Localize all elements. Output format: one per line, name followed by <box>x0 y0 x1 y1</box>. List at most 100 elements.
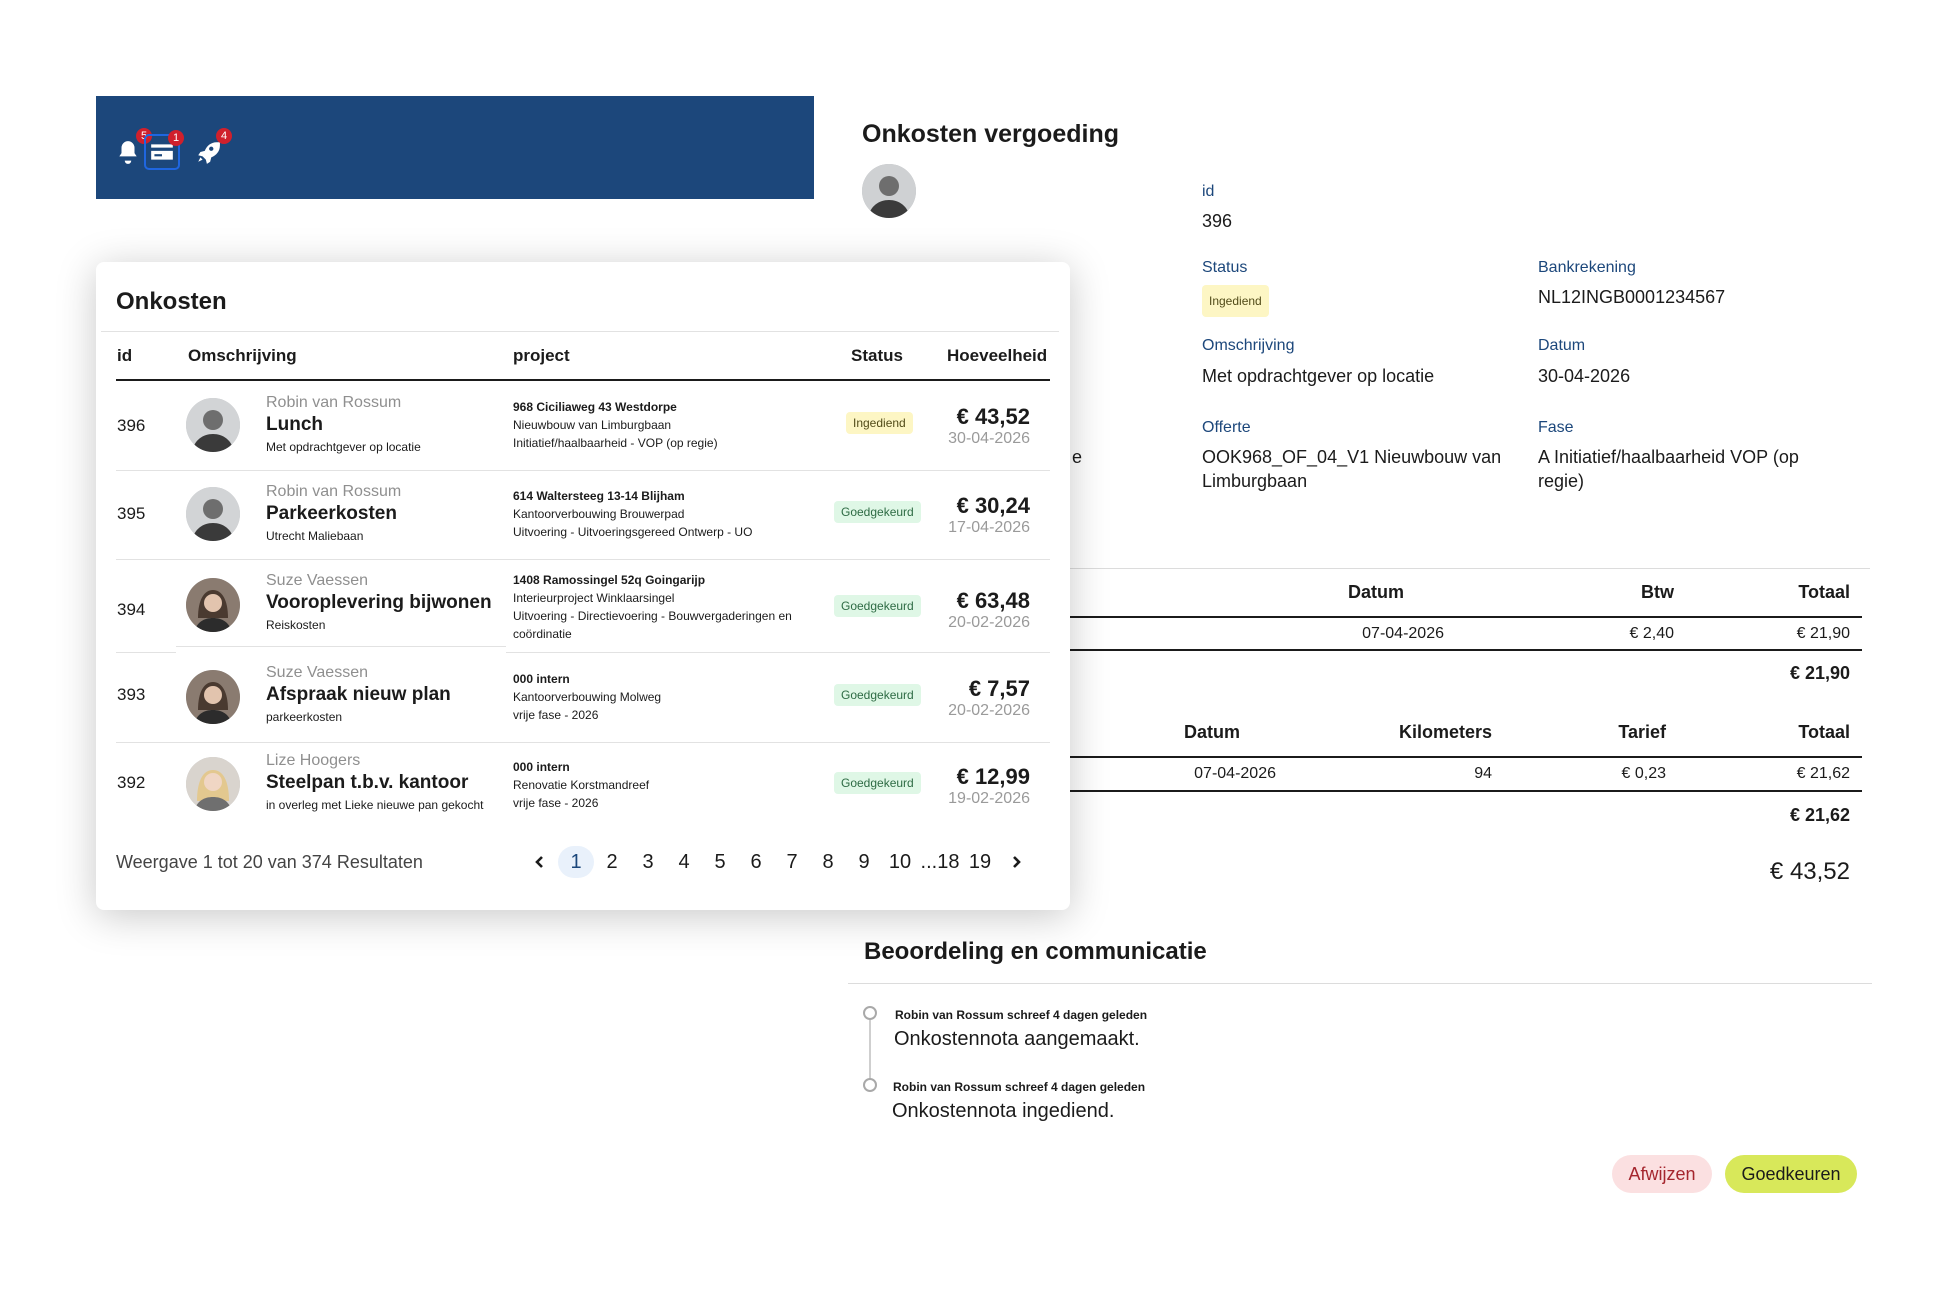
table-row[interactable]: 394 Suze Vaessen Vooroplevering bijwonen… <box>96 560 1070 660</box>
row-date: 19-02-2026 <box>948 790 1030 807</box>
cost-date-cell: 07-04-2026 <box>1362 625 1444 642</box>
row-amount: € 12,99 <box>956 764 1030 789</box>
header-line <box>116 379 1050 381</box>
row-amount: € 63,48 <box>956 588 1030 613</box>
project-phase: Initiatief/haalbaarheid - VOP (op regie) <box>513 436 718 450</box>
row-project: 968 Ciciliaweg 43 Westdorpe Nieuwbouw va… <box>513 398 718 452</box>
updates-button[interactable]: 4 <box>190 128 232 170</box>
row-divider <box>176 646 506 647</box>
page-10[interactable]: 10 <box>888 850 912 873</box>
bank-label: Bankrekening <box>1538 259 1636 276</box>
row-amount: € 30,24 <box>956 493 1030 518</box>
km-date-cell: 07-04-2026 <box>1194 765 1276 782</box>
timeline-message: Onkostennota ingediend. <box>892 1100 1115 1122</box>
project-name: Nieuwbouw van Limburgbaan <box>513 418 672 432</box>
cost-btw-header: Btw <box>1641 582 1674 602</box>
page-2[interactable]: 2 <box>606 850 618 873</box>
list-title: Onkosten <box>116 288 227 315</box>
cost-date-header: Datum <box>1347 582 1404 602</box>
hidden-text-fragment: e <box>1072 447 1083 467</box>
project-phase: vrije fase - 2026 <box>513 796 599 810</box>
column-header-id[interactable]: id <box>117 346 133 365</box>
status-badge: Goedgekeurd <box>834 684 921 706</box>
km-total-header: Totaal <box>1798 722 1850 742</box>
table-row[interactable]: 396 Robin van Rossum Lunch Met opdrachtg… <box>96 382 1070 470</box>
project-name: Kantoorverbouwing Molweg <box>513 690 662 704</box>
approve-button[interactable]: Goedkeuren <box>1725 1155 1857 1193</box>
column-header-description[interactable]: Omschrijving <box>188 346 297 365</box>
table-row[interactable]: 392 Lize Hoogers Steelpan t.b.v. kantoor… <box>96 743 1070 831</box>
column-header-amount[interactable]: Hoeveelheid <box>947 346 1048 365</box>
expenses-button[interactable]: 1 <box>144 130 184 170</box>
cost-subtotal: € 21,90 <box>1789 663 1850 683</box>
quote-label: Offerte <box>1202 419 1251 436</box>
column-header-project[interactable]: project <box>513 346 570 365</box>
page-8[interactable]: 8 <box>822 850 834 873</box>
row-subtitle: Met opdrachtgever op locatie <box>266 440 421 454</box>
next-page-button[interactable] <box>998 846 1034 878</box>
expenses-badge: 1 <box>168 130 184 146</box>
quote-value: OOK968_OF_04_V1 Nieuwbouw van Limburgbaa… <box>1202 447 1502 491</box>
row-divider <box>116 559 1050 560</box>
review-title: Beoordeling en communicatie <box>864 938 1207 965</box>
page-3[interactable]: 3 <box>642 850 654 873</box>
prev-page-button[interactable] <box>522 846 558 878</box>
row-person: Suze Vaessen <box>266 572 368 589</box>
table-footer-line <box>1070 649 1862 651</box>
page-7[interactable]: 7 <box>786 850 798 873</box>
phase-label: Fase <box>1538 419 1574 436</box>
expenses-list-card: Onkosten id Omschrijving project Status … <box>96 262 1070 910</box>
status-badge: Ingediend <box>1202 285 1269 317</box>
top-nav-bar: 5 1 4 <box>96 96 814 199</box>
row-divider <box>116 470 1050 471</box>
bank-value: NL12INGB0001234567 <box>1538 287 1726 307</box>
review-divider <box>848 983 1872 984</box>
km-kilometers-cell: 94 <box>1474 765 1492 782</box>
page-5[interactable]: 5 <box>714 850 726 873</box>
row-description: Vooroplevering bijwonen <box>266 592 492 613</box>
updates-badge: 4 <box>216 128 232 144</box>
status-badge: Goedgekeurd <box>834 772 921 794</box>
chevron-right-icon <box>1013 856 1021 868</box>
bell-icon <box>119 141 137 164</box>
description-label: Omschrijving <box>1202 337 1295 354</box>
project-name: Kantoorverbouwing Brouwerpad <box>513 507 685 521</box>
timeline-line <box>869 1020 871 1086</box>
page-18[interactable]: ...18 <box>920 850 960 873</box>
km-rate-cell: € 0,23 <box>1621 765 1666 782</box>
page-6[interactable]: 6 <box>750 850 762 873</box>
description-value: Met opdrachtgever op locatie <box>1202 366 1435 386</box>
km-kilometers-header: Kilometers <box>1398 722 1492 742</box>
row-id: 394 <box>117 600 146 619</box>
km-header-line <box>1070 756 1862 758</box>
project-phase: vrije fase - 2026 <box>513 708 599 722</box>
page-9[interactable]: 9 <box>858 850 870 873</box>
table-row[interactable]: 393 Suze Vaessen Afspraak nieuw plan par… <box>96 654 1070 742</box>
row-subtitle: in overleg met Lieke nieuwe pan gekocht <box>266 798 484 812</box>
page-1[interactable]: 1 <box>558 846 594 878</box>
km-date-header: Datum <box>1183 722 1240 742</box>
row-person: Suze Vaessen <box>266 664 368 681</box>
page-19[interactable]: 19 <box>968 850 992 873</box>
page-4[interactable]: 4 <box>678 850 690 873</box>
row-divider <box>116 742 1050 743</box>
avatar <box>186 757 240 811</box>
cost-btw-cell: € 2,40 <box>1629 625 1674 642</box>
status-badge: Goedgekeurd <box>834 501 921 523</box>
table-row[interactable]: 395 Robin van Rossum Parkeerkosten Utrec… <box>96 471 1070 559</box>
cost-total-cell: € 21,90 <box>1796 625 1850 642</box>
timeline-message: Onkostennota aangemaakt. <box>894 1028 1140 1050</box>
project-phase: Uitvoering - Uitvoeringsgereed Ontwerp -… <box>513 525 753 539</box>
row-description: Afspraak nieuw plan <box>266 684 451 705</box>
row-divider <box>116 652 176 653</box>
column-header-status[interactable]: Status <box>851 346 903 365</box>
notifications-button[interactable]: 5 <box>110 128 152 170</box>
project-number: 000 intern <box>513 760 570 774</box>
row-subtitle: parkeerkosten <box>266 710 343 724</box>
pagination: 1 2 3 4 5 6 7 8 9 10 ...18 19 <box>522 846 1034 878</box>
project-phase: Uitvoering - Directievoering - Bouwverga… <box>513 609 792 623</box>
row-id: 392 <box>117 773 146 792</box>
km-rate-header: Tarief <box>1618 722 1666 742</box>
row-description: Lunch <box>266 414 323 435</box>
reject-button[interactable]: Afwijzen <box>1612 1155 1712 1193</box>
